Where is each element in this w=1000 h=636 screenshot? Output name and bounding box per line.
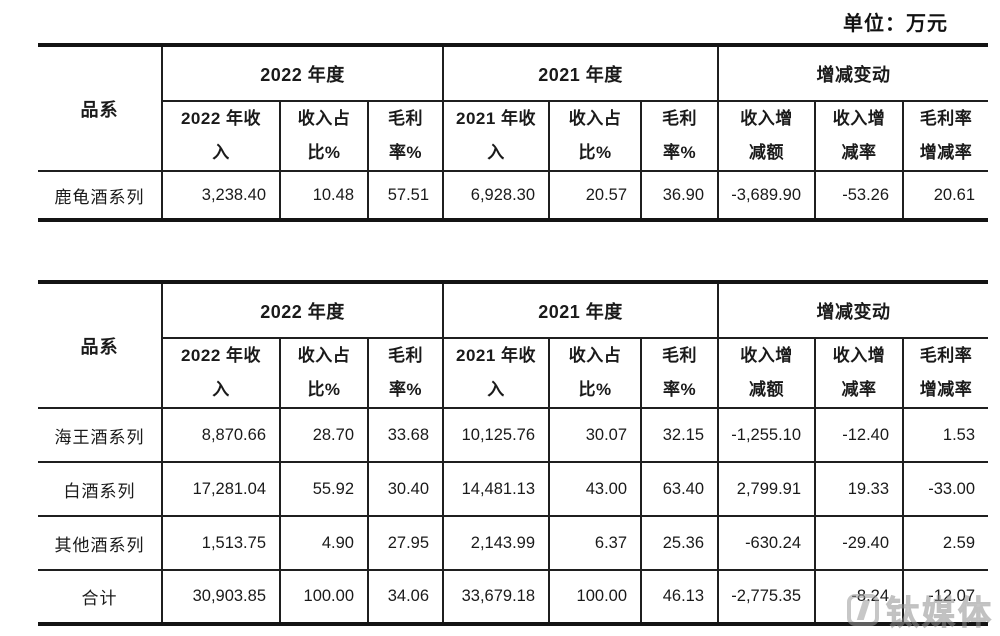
header-2022-revenue-share: 收入占 比% xyxy=(279,337,369,409)
value-cell: -2,775.35 xyxy=(717,569,817,624)
value-cell: 17,281.04 xyxy=(161,461,281,517)
value-cell: 55.92 xyxy=(279,461,369,517)
header-2022-revenue-share: 收入占 比% xyxy=(279,100,369,172)
value-cell: 36.90 xyxy=(640,170,720,220)
row-label: 鹿龟酒系列 xyxy=(38,170,163,220)
value-cell: 2.59 xyxy=(902,515,989,571)
header-2021-gross-margin: 毛利 率% xyxy=(640,100,720,172)
value-cell: 63.40 xyxy=(640,461,720,517)
value-cell: 20.61 xyxy=(902,170,989,220)
value-cell: 30.07 xyxy=(548,407,643,463)
table-row-luegui: 鹿龟酒系列 3,238.40 10.48 57.51 6,928.30 20.5… xyxy=(38,170,989,220)
value-cell: 25.36 xyxy=(640,515,720,571)
value-cell: 28.70 xyxy=(279,407,369,463)
value-cell: 46.13 xyxy=(640,569,720,624)
header-2022-revenue: 2022 年收 入 xyxy=(162,337,281,409)
header-group-2022: 2022 年度 xyxy=(160,282,445,339)
row-label: 合计 xyxy=(38,569,163,624)
value-cell: 33,679.18 xyxy=(442,569,551,624)
value-cell: 43.00 xyxy=(548,461,643,517)
row-label: 白酒系列 xyxy=(38,461,163,517)
value-cell: 19.33 xyxy=(814,461,905,517)
header-2021-gross-margin: 毛利 率% xyxy=(640,337,720,409)
row-label: 其他酒系列 xyxy=(38,515,163,571)
header-group-2021: 2021 年度 xyxy=(442,282,720,339)
header-2021-revenue-share: 收入占 比% xyxy=(548,337,643,409)
value-cell: 33.68 xyxy=(366,407,445,463)
header-group-2021: 2021 年度 xyxy=(442,45,720,102)
value-cell: 6,928.30 xyxy=(442,170,551,220)
value-cell: 8,870.66 xyxy=(161,407,281,463)
header-2021-revenue: 2021 年收 入 xyxy=(442,337,551,409)
revenue-table-by-series: 品系 2022 年度 2021 年度 增减变动 2022 年收 入 收入占 比%… xyxy=(38,280,989,626)
value-cell: -3,689.90 xyxy=(717,170,817,220)
value-cell: -12.07 xyxy=(902,569,989,624)
value-cell: 14,481.13 xyxy=(442,461,551,517)
table-row-other: 其他酒系列 1,513.75 4.90 27.95 2,143.99 6.37 … xyxy=(38,515,989,571)
header-product-line: 品系 xyxy=(38,45,163,172)
value-cell: 2,143.99 xyxy=(442,515,551,571)
header-revenue-change-amount: 收入增 减额 xyxy=(717,337,817,409)
table-row-haiwang: 海王酒系列 8,870.66 28.70 33.68 10,125.76 30.… xyxy=(38,407,989,463)
value-cell: -29.40 xyxy=(814,515,905,571)
table-row-total: 合计 30,903.85 100.00 34.06 33,679.18 100.… xyxy=(38,569,989,624)
header-2022-revenue: 2022 年收 入 xyxy=(162,100,281,172)
value-cell: -1,255.10 xyxy=(717,407,817,463)
header-margin-change-rate: 毛利率 增减率 xyxy=(902,100,989,172)
header-2021-revenue-share: 收入占 比% xyxy=(548,100,643,172)
table-row-baijiu: 白酒系列 17,281.04 55.92 30.40 14,481.13 43.… xyxy=(38,461,989,517)
value-cell: 57.51 xyxy=(366,170,445,220)
header-2021-revenue: 2021 年收 入 xyxy=(442,100,551,172)
value-cell: 1,513.75 xyxy=(161,515,281,571)
value-cell: 3,238.40 xyxy=(161,170,281,220)
header-revenue-change-rate: 收入增 减率 xyxy=(814,100,905,172)
value-cell: 6.37 xyxy=(548,515,643,571)
value-cell: -630.24 xyxy=(717,515,817,571)
value-cell: 20.57 xyxy=(548,170,643,220)
value-cell: 100.00 xyxy=(548,569,643,624)
header-group-change: 增减变动 xyxy=(717,282,989,339)
header-2022-gross-margin: 毛利 率% xyxy=(366,100,445,172)
value-cell: 10,125.76 xyxy=(442,407,551,463)
revenue-table-luegui: 品系 2022 年度 2021 年度 增减变动 2022 年收 入 收入占 比%… xyxy=(38,43,989,222)
value-cell: 30,903.85 xyxy=(161,569,281,624)
value-cell: 27.95 xyxy=(366,515,445,571)
unit-label: 单位：万元 xyxy=(843,13,948,35)
header-revenue-change-amount: 收入增 减额 xyxy=(717,100,817,172)
row-label: 海王酒系列 xyxy=(38,407,163,463)
value-cell: 100.00 xyxy=(279,569,369,624)
value-cell: -12.40 xyxy=(814,407,905,463)
header-group-change: 增减变动 xyxy=(717,45,989,102)
header-margin-change-rate: 毛利率 增减率 xyxy=(902,337,989,409)
value-cell: -8.24 xyxy=(814,569,905,624)
value-cell: 32.15 xyxy=(640,407,720,463)
value-cell: 1.53 xyxy=(902,407,989,463)
value-cell: 30.40 xyxy=(366,461,445,517)
header-product-line: 品系 xyxy=(38,282,163,409)
value-cell: -33.00 xyxy=(902,461,989,517)
header-group-2022: 2022 年度 xyxy=(160,45,445,102)
value-cell: 2,799.91 xyxy=(717,461,817,517)
header-revenue-change-rate: 收入增 减率 xyxy=(814,337,905,409)
value-cell: 10.48 xyxy=(279,170,369,220)
value-cell: 34.06 xyxy=(366,569,445,624)
value-cell: -53.26 xyxy=(814,170,905,220)
value-cell: 4.90 xyxy=(279,515,369,571)
header-2022-gross-margin: 毛利 率% xyxy=(366,337,445,409)
